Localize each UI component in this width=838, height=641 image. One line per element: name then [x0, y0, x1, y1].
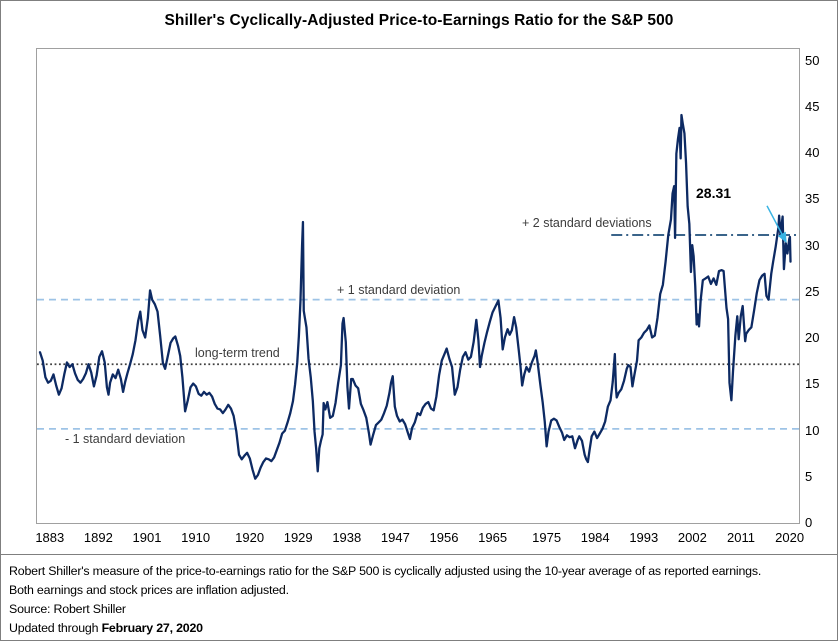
x-tick-label: 1984 — [580, 530, 610, 545]
footnote-line-2: Both earnings and stock prices are infla… — [9, 583, 289, 597]
x-tick-label: 1965 — [478, 530, 508, 545]
x-tick-label: 1883 — [35, 530, 65, 545]
minus1-std-label: - 1 standard deviation — [65, 432, 186, 446]
y-tick-label: 15 — [805, 376, 820, 392]
x-tick-label: 2011 — [727, 530, 755, 545]
y-tick-label: 5 — [805, 468, 813, 484]
plus2-std-label: + 2 standard deviations — [522, 216, 652, 230]
long-term-trend-label: long-term trend — [195, 346, 280, 360]
footnote-line-1: Robert Shiller's measure of the price-to… — [9, 564, 762, 578]
x-tick-label: 1993 — [629, 530, 659, 545]
latest-value-label: 28.31 — [696, 185, 732, 201]
updated-prefix: Updated through — [9, 621, 102, 635]
y-tick-label: 20 — [805, 330, 820, 345]
x-tick-label: 2020 — [775, 530, 805, 545]
y-tick-label: 40 — [805, 145, 820, 160]
updated-line: Updated through February 27, 2020 — [9, 619, 829, 638]
updated-date: February 27, 2020 — [101, 621, 204, 635]
y-tick-label: 10 — [805, 422, 820, 438]
y-tick-label: 25 — [805, 283, 820, 299]
y-tick-label: 30 — [805, 237, 820, 253]
plus1-std-label: + 1 standard deviation — [337, 283, 461, 297]
cape-line-chart — [37, 113, 799, 480]
x-tick-label: 1975 — [532, 530, 562, 545]
cape-series-line — [38, 113, 792, 480]
x-tick-label: 1910 — [181, 530, 211, 545]
y-tick-label: 50 — [805, 52, 820, 68]
x-tick-label: 1956 — [429, 530, 459, 545]
y-tick-label: 0 — [805, 515, 813, 530]
source-line: Source: Robert Shiller — [9, 602, 126, 616]
x-tick-label: 1929 — [283, 530, 313, 545]
y-tick-label: 35 — [805, 191, 820, 207]
plot-area — [36, 48, 800, 524]
x-tick-label: 1892 — [83, 530, 113, 545]
annotation-arrow-icon — [766, 205, 787, 244]
x-tick-label: 1901 — [132, 530, 162, 545]
x-tick-label: 2002 — [677, 530, 707, 545]
x-tick-label: 1938 — [332, 530, 362, 545]
y-tick-label: 45 — [805, 98, 820, 114]
chart-title: Shiller's Cyclically-Adjusted Price-to-E… — [164, 12, 674, 29]
x-tick-label: 1920 — [235, 530, 265, 545]
footnote-block: Robert Shiller's measure of the price-to… — [1, 554, 837, 640]
x-tick-label: 1947 — [380, 530, 410, 545]
